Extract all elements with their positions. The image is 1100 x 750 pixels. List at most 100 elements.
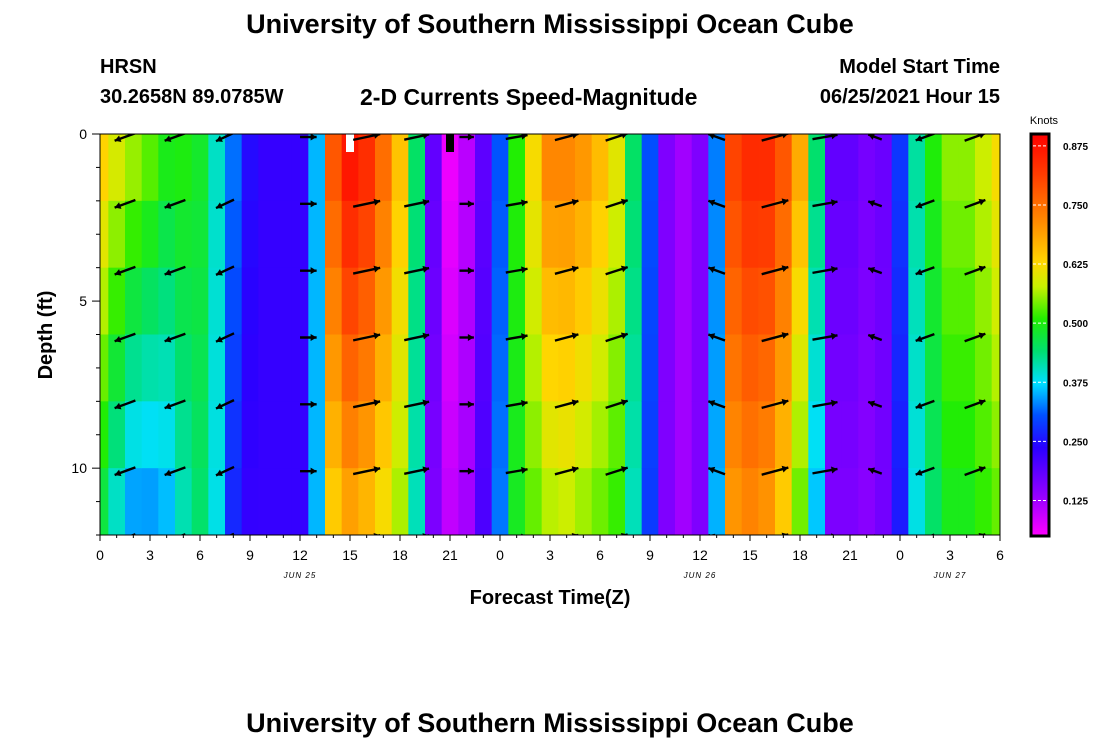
x-tick-label: 9 — [246, 547, 254, 563]
heat-cell — [475, 200, 493, 269]
heat-cell — [191, 267, 209, 336]
heat-cell — [100, 401, 109, 469]
current-vector — [164, 198, 186, 209]
heat-cell — [491, 267, 509, 336]
heat-cell — [691, 334, 709, 402]
heat-cell — [691, 200, 709, 269]
heat-cell — [158, 468, 176, 535]
colorbar-unit: Knots — [1030, 115, 1059, 127]
vector-head — [831, 134, 838, 140]
heat-cell — [475, 267, 493, 336]
current-vector — [403, 199, 430, 208]
vector-head — [708, 333, 716, 340]
vector-head — [915, 335, 923, 343]
current-vector — [505, 333, 528, 341]
vector-head — [978, 265, 986, 273]
vector-head — [571, 265, 579, 273]
vector-head — [620, 332, 628, 340]
heat-cell — [608, 334, 626, 402]
heat-cell — [941, 134, 959, 202]
heat-cell — [241, 401, 259, 469]
heat-cell — [408, 334, 426, 402]
heat-cell — [225, 134, 243, 202]
heat-cell — [225, 267, 243, 336]
x-tick-label: 18 — [392, 547, 408, 563]
x-tick-label: 15 — [342, 547, 358, 563]
vector-head — [215, 202, 223, 209]
y-tick-label: 0 — [79, 126, 87, 142]
heat-cell — [641, 401, 659, 469]
heat-cell — [658, 134, 676, 202]
heat-cell — [758, 334, 776, 402]
heat-cell — [708, 267, 726, 336]
heat-cell — [108, 134, 126, 202]
white-marker — [346, 134, 354, 152]
heat-cell — [291, 134, 309, 202]
heat-cell — [641, 200, 659, 269]
vector-head — [620, 532, 628, 535]
vector-head — [422, 466, 430, 474]
current-vector — [505, 134, 528, 141]
x-tick-label: 21 — [842, 547, 858, 563]
heat-cell — [591, 468, 609, 535]
heat-cell — [508, 334, 526, 402]
current-vector — [459, 334, 474, 341]
current-vector — [812, 466, 838, 475]
current-vector — [781, 532, 789, 535]
vector-head — [467, 467, 474, 475]
heat-cell — [225, 468, 243, 535]
heat-cell — [841, 200, 859, 269]
y-axis-label: Depth (ft) — [35, 291, 57, 380]
vector-head — [868, 134, 875, 140]
current-vectors — [114, 134, 986, 535]
vector-head — [164, 402, 172, 410]
heat-cell — [158, 334, 176, 402]
heat-cell — [675, 401, 693, 469]
heat-cell — [541, 134, 559, 202]
heat-cell — [141, 200, 159, 269]
x-axis: 0 3 6 9 12 15 18 21 0 3 6 9 12 15 18 21 0 3 6 JUN 25 JUN 26 J… — [96, 535, 1004, 580]
heat-cell — [825, 200, 843, 269]
heat-cell — [325, 200, 343, 269]
current-vector — [300, 267, 317, 275]
current-vector — [707, 466, 726, 476]
heat-cell — [408, 200, 426, 269]
heat-cell — [925, 200, 943, 269]
heat-cell — [341, 468, 359, 535]
vector-head — [467, 334, 474, 341]
heat-cell — [358, 468, 376, 535]
heat-cell — [225, 334, 243, 402]
vector-head — [373, 466, 381, 473]
current-vector — [867, 266, 883, 275]
heat-cell — [741, 200, 759, 269]
heat-cell — [175, 200, 193, 269]
heat-cell — [100, 267, 109, 336]
current-vector — [761, 265, 789, 276]
heat-cell — [158, 200, 176, 269]
current-vector — [352, 399, 381, 409]
vector-head — [915, 135, 923, 142]
heat-cell — [625, 334, 643, 402]
current-vector — [761, 134, 789, 142]
heat-cell — [591, 267, 609, 336]
heat-cell — [925, 134, 943, 202]
vector-head — [215, 135, 223, 142]
heat-cell — [408, 468, 426, 535]
speed-heatmap — [100, 134, 1000, 535]
heat-cell — [875, 267, 893, 336]
current-vector — [964, 399, 986, 410]
vector-head — [572, 134, 579, 139]
heat-cell — [775, 267, 793, 336]
heat-cell — [541, 200, 559, 269]
heat-cell — [208, 134, 226, 202]
heat-cell — [591, 134, 609, 202]
heat-cell — [891, 401, 909, 469]
heat-cell — [958, 134, 976, 202]
vector-head — [781, 265, 789, 273]
heat-cell — [741, 134, 759, 202]
heat-cell — [541, 267, 559, 336]
heat-cell — [591, 401, 609, 469]
heat-cell — [341, 334, 359, 402]
current-vector — [964, 265, 986, 276]
vector-head — [915, 201, 923, 209]
